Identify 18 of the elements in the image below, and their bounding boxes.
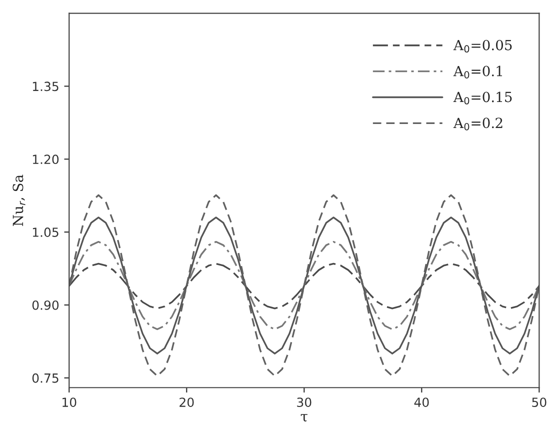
- x-tick-label: 20: [180, 398, 194, 408]
- y-tick-label: 0.90: [32, 300, 59, 310]
- legend-label: A$_{0}$=0.05: [453, 40, 512, 53]
- line-series: [69, 240, 540, 330]
- legend-label: A$_{0}$=0.1: [453, 66, 502, 78]
- x-tick-label: 30: [297, 398, 312, 408]
- y-axis-title: Nu$_{r}$, Sa: [12, 174, 26, 226]
- x-tick-label: 10: [62, 398, 76, 408]
- line-series: [69, 194, 540, 377]
- y-tick-label: 0.75: [32, 373, 58, 383]
- x-tick-label: 50: [532, 398, 546, 408]
- x-axis-title: τ: [300, 414, 308, 422]
- legend-label: A$_{0}$=0.2: [453, 118, 502, 130]
- legend-label: A$_{0}$=0.15: [453, 92, 512, 104]
- y-tick-label: 1.20: [32, 154, 59, 164]
- y-tick-label: 1.05: [32, 228, 58, 237]
- y-tick-label: 1.35: [32, 82, 58, 92]
- x-tick-label: 40: [414, 398, 429, 408]
